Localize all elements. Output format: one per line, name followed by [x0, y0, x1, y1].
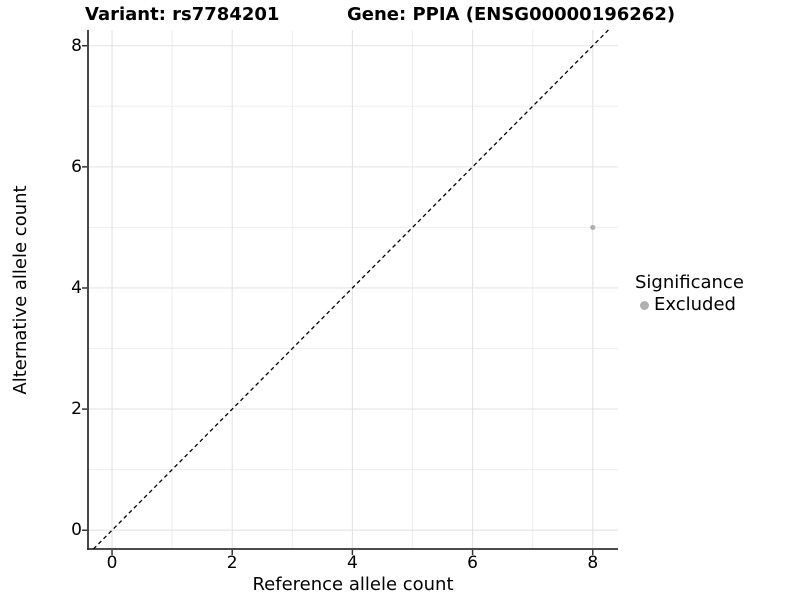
- legend-item-excluded: Excluded: [635, 295, 744, 315]
- y-tick-label: 8: [71, 35, 82, 56]
- y-tick-label: 0: [71, 520, 82, 541]
- gene-title: Gene: PPIA (ENSG00000196262): [347, 4, 676, 25]
- x-tick-label: 4: [346, 553, 358, 573]
- x-axis-title: Reference allele count: [252, 574, 454, 595]
- data-point-excluded: [590, 224, 596, 231]
- y-tick-label: 6: [71, 156, 82, 177]
- y-axis-title: Alternative allele count: [10, 185, 31, 395]
- identity-reference-line: [92, 29, 609, 550]
- x-tick-label: 6: [467, 553, 478, 573]
- legend: Significance Excluded: [635, 272, 744, 315]
- x-tick-label: 0: [106, 553, 118, 573]
- x-tick-label: 8: [587, 553, 599, 573]
- legend-title: Significance: [635, 272, 744, 293]
- y-tick-label: 4: [71, 277, 82, 298]
- y-tick-label: 2: [71, 399, 82, 420]
- legend-point-swatch: [640, 300, 649, 310]
- variant-title: Variant: rs7784201: [85, 4, 280, 25]
- x-tick-label: 2: [226, 553, 238, 573]
- legend-item-label: Excluded: [654, 294, 736, 315]
